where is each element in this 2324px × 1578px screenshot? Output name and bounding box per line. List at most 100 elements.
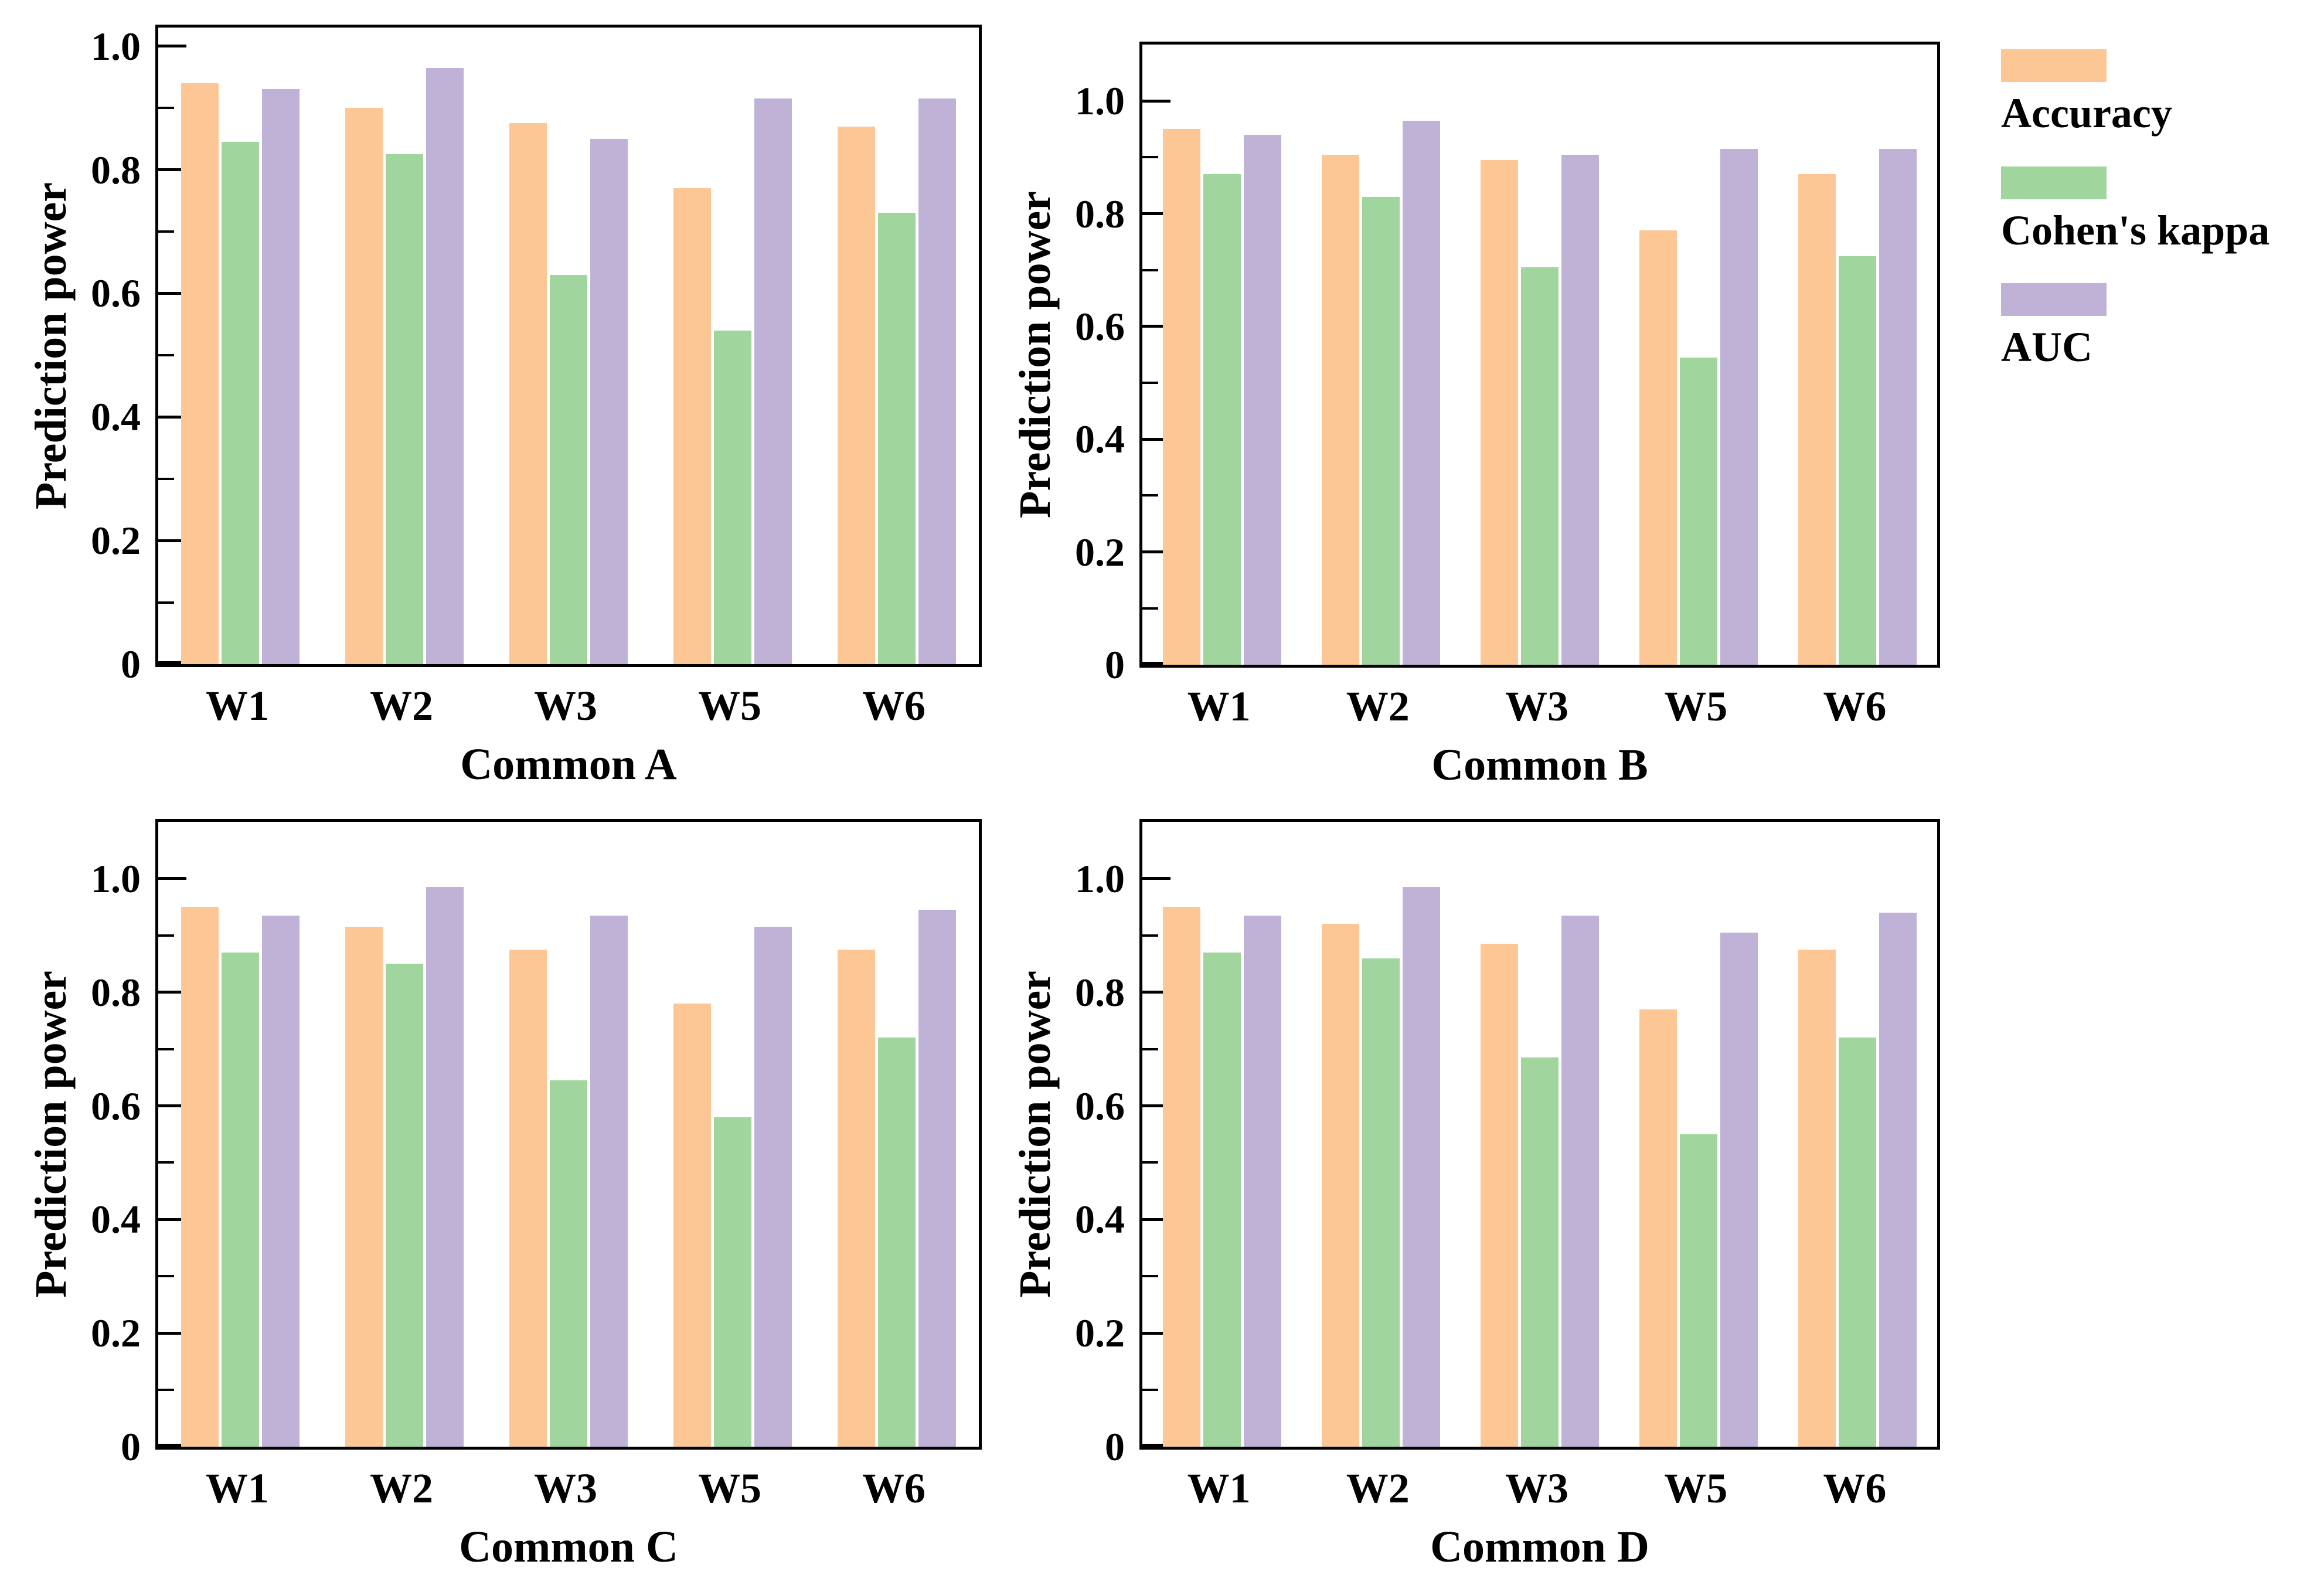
x-tick-label-w2: W2 xyxy=(1346,1465,1410,1512)
bar-w3-cohen-s-kappa xyxy=(1521,1057,1559,1447)
bar-w2-accuracy xyxy=(1321,924,1359,1447)
bar-group-w3 xyxy=(509,915,628,1447)
y-axis-minor-tick xyxy=(1142,934,1158,937)
bar-w1-accuracy xyxy=(181,83,219,664)
x-tick-label-w2: W2 xyxy=(1346,683,1410,730)
legend-item-accuracy: Accuracy xyxy=(2001,49,2269,136)
bar-group-w2 xyxy=(1321,120,1440,665)
y-axis-tick-label: 1.0 xyxy=(91,856,141,901)
x-tick-label-w6: W6 xyxy=(862,1465,925,1512)
bar-group-w6 xyxy=(1798,913,1917,1447)
bar-group-w5 xyxy=(1639,148,1758,665)
y-axis-major-tick xyxy=(158,168,186,172)
bar-w2-auc xyxy=(1402,120,1440,665)
y-axis-major-tick xyxy=(1142,550,1170,554)
x-tick-label-w2: W2 xyxy=(370,1465,433,1512)
y-axis-major-tick xyxy=(158,291,186,295)
bar-w3-accuracy xyxy=(1481,944,1518,1447)
accuracy-swatch-icon xyxy=(2001,49,2107,82)
y-axis-tick-label: 0.4 xyxy=(1075,1197,1125,1242)
bar-group-w3 xyxy=(1481,154,1599,665)
y-axis-major-tick xyxy=(1142,991,1170,994)
x-tick-label-w1: W1 xyxy=(1187,683,1251,730)
y-axis-major-tick xyxy=(1142,1444,1170,1447)
legend-label: Cohen's kappa xyxy=(2001,206,2270,254)
bar-group-w6 xyxy=(1798,148,1917,665)
plot-area: 0 0.2 0.4 0.6 0.8 1.0 xyxy=(1075,42,1940,685)
y-axis-major-tick xyxy=(1142,325,1170,328)
y-axis-tick-label: 0 xyxy=(121,1424,141,1469)
bar-w6-auc xyxy=(1879,148,1917,665)
bar-w6-cohen-s-kappa xyxy=(878,1038,916,1447)
y-axis-tick-label: 0.4 xyxy=(1075,417,1125,462)
bar-w3-auc xyxy=(1561,154,1599,665)
x-tick-label-w3: W3 xyxy=(534,1465,597,1512)
x-axis-label: Common B xyxy=(1431,740,1648,790)
bar-group-w3 xyxy=(1481,915,1599,1447)
bar-group-w5 xyxy=(673,98,792,664)
bar-w5-auc xyxy=(754,927,792,1447)
y-axis-major-tick xyxy=(1142,99,1170,103)
y-axis-label: Prediction power xyxy=(1010,191,1060,518)
y-axis-minor-tick xyxy=(158,1161,174,1164)
bar-group-w6 xyxy=(838,98,956,664)
y-axis-label: Prediction power xyxy=(26,182,76,509)
plot-area: 0 0.2 0.4 0.6 0.8 1.0 xyxy=(91,819,982,1467)
y-axis-minor-tick xyxy=(1142,607,1158,610)
bar-w2-auc xyxy=(1402,887,1440,1447)
y-axis-tick-label: 0.6 xyxy=(1075,304,1125,349)
bar-group-w6 xyxy=(838,910,956,1447)
bar-group-w5 xyxy=(673,927,792,1447)
x-tick-label-w5: W5 xyxy=(698,1465,761,1512)
chart-common-a: 0 0.2 0.4 0.6 0.8 1.0 Prediction power Common… xyxy=(26,25,982,787)
y-axis-minor-tick xyxy=(1142,382,1158,385)
y-axis-tick-label: 0.2 xyxy=(91,1311,141,1356)
y-axis-tick-label: 0.4 xyxy=(91,1197,141,1242)
y-axis-tick-label: 0 xyxy=(121,642,141,686)
y-axis-tick-label: 0.8 xyxy=(1075,970,1125,1015)
x-tick-label-w5: W5 xyxy=(698,682,761,729)
x-axis-label: Common D xyxy=(1430,1522,1649,1572)
bar-w5-auc xyxy=(1720,148,1758,665)
bar-w1-accuracy xyxy=(1162,129,1200,665)
x-tick-label-w1: W1 xyxy=(1187,1465,1251,1512)
bar-w1-accuracy xyxy=(181,907,219,1447)
y-axis-label: Prediction power xyxy=(26,971,76,1298)
bar-group-w1 xyxy=(1162,129,1281,665)
y-axis-major-tick xyxy=(1142,1104,1170,1108)
bar-w1-accuracy xyxy=(1162,907,1200,1447)
bar-w6-accuracy xyxy=(1798,174,1836,665)
y-axis-minor-tick xyxy=(1142,268,1158,271)
y-axis-minor-tick xyxy=(158,477,174,480)
bar-w6-cohen-s-kappa xyxy=(878,213,916,664)
x-tick-label-w3: W3 xyxy=(1505,683,1568,730)
chart-common-d: 0 0.2 0.4 0.6 0.8 1.0 Prediction power Common… xyxy=(1010,819,1940,1569)
y-axis-minor-tick xyxy=(158,1389,174,1392)
y-axis-major-tick xyxy=(158,1217,186,1221)
y-axis-major-tick xyxy=(1142,212,1170,216)
bar-w1-auc xyxy=(262,915,300,1447)
bar-w6-auc xyxy=(1879,913,1917,1447)
bar-w6-auc xyxy=(918,910,956,1447)
legend: Accuracy Cohen's kappa AUC xyxy=(2001,49,2269,400)
y-axis-tick-label: 1.0 xyxy=(91,23,141,69)
y-axis-tick-label: 0.6 xyxy=(91,271,141,316)
y-axis-tick-label: 0.6 xyxy=(1075,1083,1125,1128)
x-tick-label-w2: W2 xyxy=(370,682,433,729)
bar-w2-accuracy xyxy=(1321,154,1359,665)
bar-w5-cohen-s-kappa xyxy=(1680,1134,1718,1447)
y-axis-major-tick xyxy=(158,45,186,48)
x-tick-label-w6: W6 xyxy=(1823,683,1887,730)
y-axis-minor-tick xyxy=(1142,1275,1158,1278)
y-axis-major-tick xyxy=(1142,437,1170,441)
y-axis-minor-tick xyxy=(158,934,174,937)
x-axis-label: Common A xyxy=(460,740,677,789)
bar-w2-auc xyxy=(426,887,464,1447)
bar-w2-accuracy xyxy=(345,927,383,1447)
y-axis-tick-label: 0.6 xyxy=(91,1083,141,1128)
y-axis-major-tick xyxy=(1142,1331,1170,1335)
bar-w2-cohen-s-kappa xyxy=(386,964,423,1447)
y-axis-minor-tick xyxy=(158,1048,174,1050)
chart-common-b: 0 0.2 0.4 0.6 0.8 1.0 Prediction power Common… xyxy=(1010,42,1940,787)
